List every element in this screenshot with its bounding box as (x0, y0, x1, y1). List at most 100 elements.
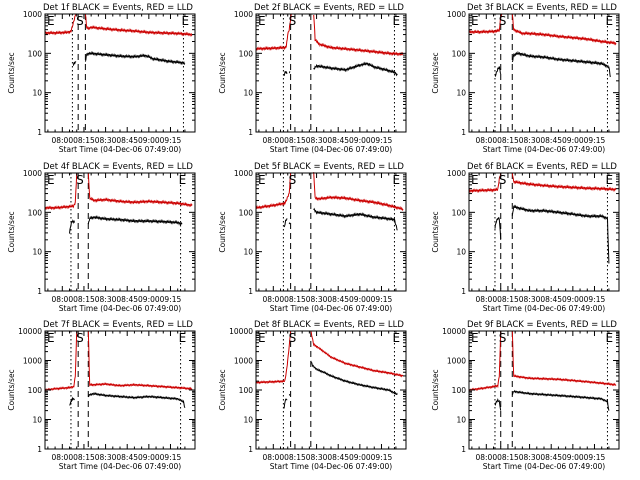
x-tick-label: 09:15 (160, 453, 182, 462)
chart-panel: Det 8f BLACK = Events, RED = LLD 1 10 100 10… (218, 320, 407, 471)
x-axis-label: Start Time (04-Dec-06 07:49:00) (270, 462, 392, 471)
plot-frame (44, 330, 196, 450)
x-tick-label: 08:30 (306, 453, 328, 462)
x-tick-label: 08:15 (73, 136, 95, 145)
x-tick-label: 08:30 (95, 295, 117, 304)
y-tick-label: 10000 (18, 327, 42, 336)
x-tick-label: 08:00 (51, 453, 73, 462)
y-tick-label: 1 (37, 128, 42, 137)
lld-series-line (511, 14, 617, 46)
x-tick-label: 08:15 (284, 295, 306, 304)
x-tick-label: 08:45 (327, 295, 349, 304)
events-series-line (283, 218, 288, 228)
chart-title: Det 2f BLACK = Events, RED = LLD (254, 3, 404, 13)
chart-panel: Det 5f BLACK = Events, RED = LLD 1 10 100 10… (218, 162, 407, 313)
x-tick-label: 08:00 (475, 295, 497, 304)
x-tick-label: 09:15 (584, 453, 606, 462)
chart-title: Det 9f BLACK = Events, RED = LLD (467, 320, 617, 330)
events-series-line (288, 71, 291, 74)
y-tick-label: 1 (248, 445, 253, 454)
x-tick-label: 09:00 (138, 295, 160, 304)
lld-series-line (511, 330, 617, 387)
chart-panel: Det 3f BLACK = Events, RED = LLD 1 10 100 10… (431, 3, 620, 154)
x-tick-label: 08:15 (497, 136, 519, 145)
events-series-line (313, 207, 398, 231)
x-tick-label: 08:30 (519, 136, 541, 145)
event-marker-letter: E (605, 14, 613, 28)
plot-frame (255, 172, 407, 292)
events-series-line (69, 396, 75, 406)
y-tick-label: 1000 (447, 169, 466, 178)
chart-title: Det 7f BLACK = Events, RED = LLD (43, 320, 193, 330)
x-tick-label: 09:15 (160, 295, 182, 304)
x-tick-label: 09:00 (349, 295, 371, 304)
event-marker-letter: E (258, 14, 266, 28)
event-marker-letter: E (47, 173, 55, 187)
y-tick-label: 1 (37, 287, 42, 296)
x-tick-label: 08:45 (116, 295, 138, 304)
y-tick-label: 10 (32, 89, 42, 98)
plot-frame (468, 330, 620, 450)
x-tick-label: 08:00 (51, 295, 73, 304)
y-tick-label: 1 (248, 128, 253, 137)
y-axis-label: Counts/sec (431, 211, 440, 252)
event-marker-letter: E (179, 331, 187, 345)
event-marker-letter: E (179, 173, 187, 187)
events-series-line (288, 393, 291, 396)
x-tick-label: 08:45 (540, 136, 562, 145)
events-series-line (72, 61, 77, 67)
y-axis-label: Counts/sec (218, 369, 227, 410)
y-tick-label: 100 (239, 208, 254, 217)
y-tick-label: 1000 (447, 10, 466, 19)
chart-title: Det 5f BLACK = Events, RED = LLD (254, 162, 404, 172)
x-tick-label: 09:15 (371, 295, 393, 304)
events-series-line (494, 397, 502, 411)
x-tick-label: 08:30 (95, 136, 117, 145)
y-tick-label: 100 (28, 49, 43, 58)
x-axis-label: Start Time (04-Dec-06 07:49:00) (483, 462, 605, 471)
y-tick-label: 10 (456, 416, 466, 425)
events-series-line (494, 216, 502, 240)
x-tick-label: 09:00 (349, 453, 371, 462)
x-tick-label: 08:15 (284, 136, 306, 145)
x-tick-label: 08:00 (262, 453, 284, 462)
x-tick-label: 08:45 (540, 453, 562, 462)
x-tick-label: 08:45 (540, 295, 562, 304)
x-tick-label: 09:15 (584, 295, 606, 304)
y-tick-label: 100 (452, 49, 467, 58)
x-tick-label: 08:30 (519, 295, 541, 304)
y-tick-label: 100 (28, 386, 43, 395)
lld-series-line (44, 172, 78, 211)
event-marker-letter: E (471, 14, 479, 28)
event-marker-letter: E (471, 331, 479, 345)
y-tick-label: 100 (239, 386, 254, 395)
chart-title: Det 4f BLACK = Events, RED = LLD (43, 162, 193, 172)
y-axis-label: Counts/sec (7, 211, 16, 252)
event-marker-letter: E (258, 331, 266, 345)
lld-series-line (468, 172, 502, 194)
event-marker-letter: S (499, 331, 507, 345)
chart-title: Det 3f BLACK = Events, RED = LLD (467, 3, 617, 13)
chart-title: Det 6f BLACK = Events, RED = LLD (467, 162, 617, 172)
event-marker-letter: E (392, 14, 400, 28)
x-tick-label: 08:45 (327, 453, 349, 462)
lld-series-line (87, 172, 193, 208)
y-tick-label: 1000 (234, 357, 253, 366)
chart-panel: Det 1f BLACK = Events, RED = LLD 1 10 100 10… (7, 3, 196, 154)
x-tick-label: 09:00 (138, 136, 160, 145)
event-marker-letter: S (289, 14, 297, 28)
event-marker-letter: E (47, 331, 55, 345)
x-tick-label: 08:15 (73, 453, 95, 462)
x-tick-label: 09:00 (562, 453, 584, 462)
x-tick-label: 08:15 (497, 295, 519, 304)
event-marker-letter: S (499, 14, 507, 28)
x-tick-label: 08:45 (116, 136, 138, 145)
events-series-line (310, 360, 398, 395)
y-tick-label: 1000 (447, 357, 466, 366)
y-tick-label: 1000 (23, 10, 42, 19)
x-tick-label: 08:45 (327, 136, 349, 145)
event-marker-letter: E (605, 331, 613, 345)
event-marker-letter: S (289, 173, 297, 187)
event-marker-letter: E (605, 173, 613, 187)
